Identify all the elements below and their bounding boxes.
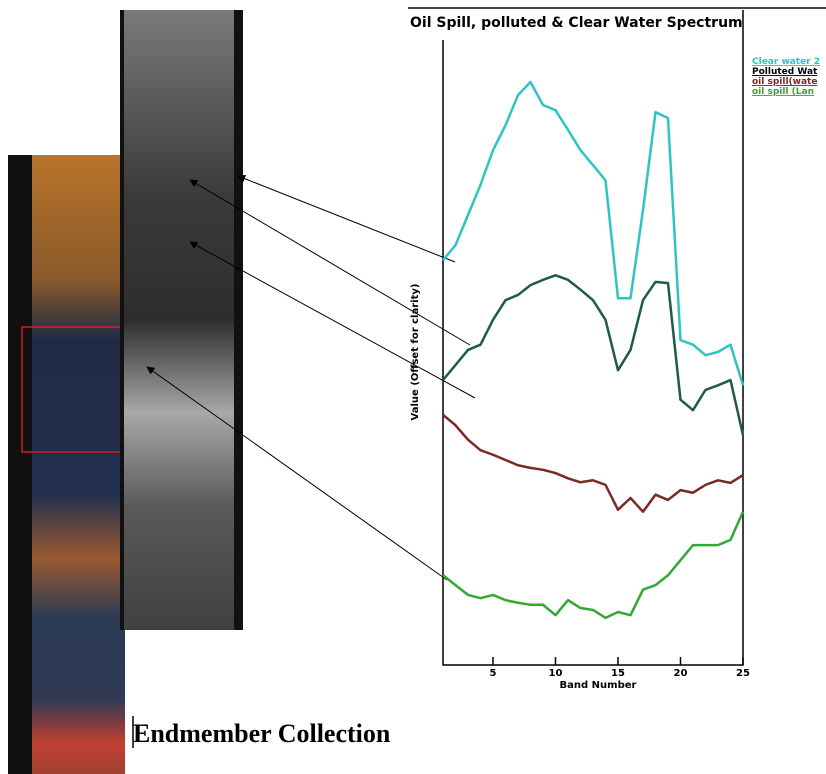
x-tick-label: 15	[611, 668, 625, 679]
series-line	[443, 512, 743, 618]
x-axis-label: Band Number	[560, 680, 637, 691]
color-satellite-image	[32, 155, 125, 774]
arrow	[238, 176, 455, 262]
legend-entry: oil spill (Lan	[752, 87, 814, 97]
x-tick-label: 5	[490, 668, 497, 679]
series-line	[443, 82, 743, 385]
legend-entry: Polluted Wat	[752, 67, 818, 77]
caption: Endmember Collection	[133, 719, 391, 748]
figure: Oil Spill, polluted & Clear Water Spectr…	[0, 0, 826, 774]
y-axis-label: Value (Offset for clarity)	[410, 284, 421, 421]
x-tick-label: 10	[549, 668, 563, 679]
legend-entry: oil spill(wate	[752, 77, 817, 87]
series-line	[443, 415, 743, 512]
gray-satellite-image	[124, 10, 234, 630]
series-line	[443, 275, 743, 435]
axes	[443, 10, 743, 665]
page: Oil Spill, polluted & Clear Water Spectr…	[0, 0, 826, 774]
x-tick-label: 25	[736, 668, 750, 679]
x-tick-label: 20	[674, 668, 688, 679]
chart-title: Oil Spill, polluted & Clear Water Spectr…	[410, 15, 743, 31]
legend-entry: Clear water 2	[752, 57, 820, 67]
